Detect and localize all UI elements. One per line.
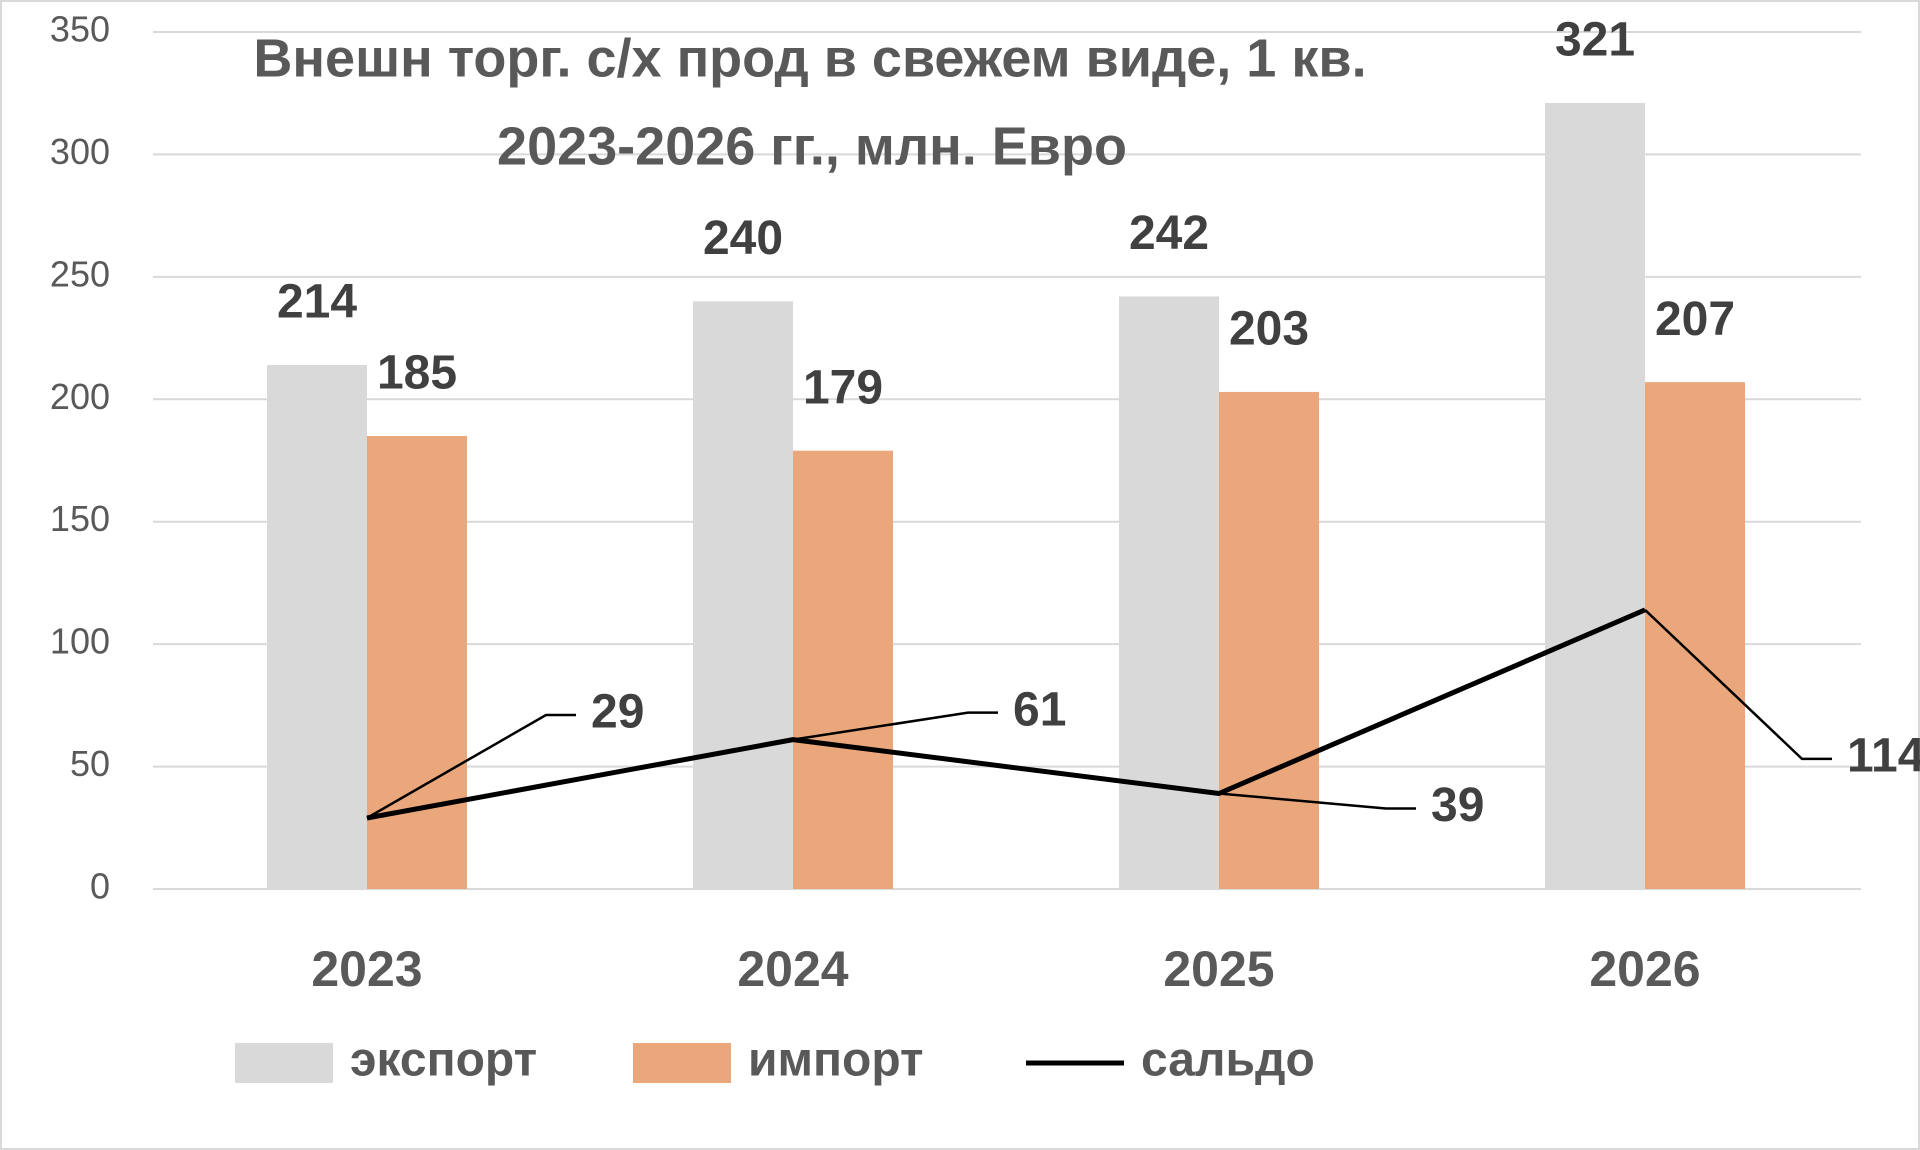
value-label: 29: [591, 686, 644, 739]
value-label: 214: [277, 276, 357, 329]
legend-swatch: [235, 1043, 333, 1083]
bar: [267, 365, 367, 889]
leader-line: [1644, 608, 1832, 761]
bar: [793, 450, 893, 889]
value-label: 321: [1555, 14, 1635, 67]
bar: [693, 301, 793, 889]
bar: [1545, 103, 1645, 890]
value-label: 242: [1129, 207, 1209, 260]
value-label: 61: [1013, 683, 1066, 736]
leader-line: [366, 713, 576, 820]
value-label: 39: [1431, 779, 1484, 832]
chart-title: 2023-2026 гг., млн. Евро: [497, 116, 1127, 176]
y-tick-label: 50: [70, 743, 110, 784]
x-tick-label: 2025: [1163, 941, 1274, 997]
y-tick-label: 350: [50, 9, 110, 50]
value-label: 203: [1229, 303, 1309, 356]
legend-label: сальдо: [1141, 1034, 1315, 1087]
y-tick-label: 300: [50, 131, 110, 172]
y-tick-label: 0: [90, 866, 110, 907]
y-tick-label: 100: [50, 621, 110, 662]
chart-title: Внешн торг. с/х прод в свежем виде, 1 кв…: [253, 28, 1366, 88]
legend-label: экспорт: [350, 1034, 537, 1087]
x-tick-label: 2024: [737, 941, 848, 997]
bar: [1219, 391, 1319, 889]
bar: [1645, 382, 1745, 889]
value-label: 240: [703, 212, 783, 265]
bar: [367, 436, 467, 889]
x-tick-label: 2023: [311, 941, 422, 997]
x-tick-label: 2026: [1589, 941, 1700, 997]
y-tick-label: 150: [50, 498, 110, 539]
line-series: [366, 607, 1646, 821]
value-label: 185: [377, 347, 457, 400]
value-label: 114: [1847, 730, 1920, 783]
leader-line: [792, 711, 998, 741]
leader-line: [1218, 792, 1416, 810]
value-label: 207: [1655, 293, 1735, 346]
legend-swatch: [633, 1043, 731, 1083]
bar: [1119, 296, 1219, 890]
value-label: 179: [803, 361, 883, 414]
legend-label: импорт: [748, 1034, 924, 1087]
y-tick-label: 200: [50, 376, 110, 417]
y-tick-label: 250: [50, 253, 110, 294]
